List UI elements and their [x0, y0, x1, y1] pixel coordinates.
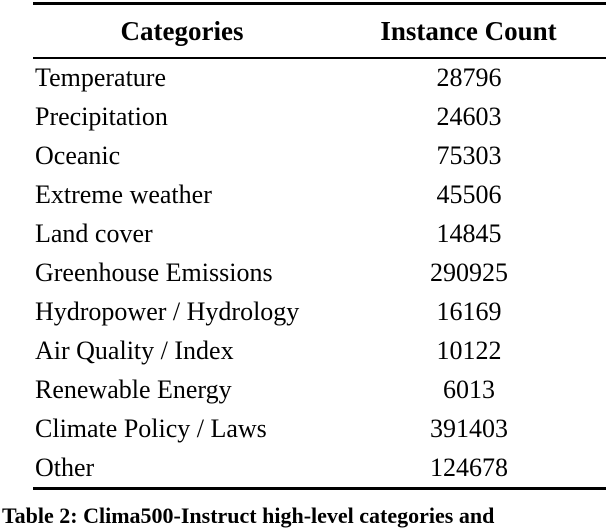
table-row: Oceanic 75303: [33, 137, 606, 176]
count-cell: 6013: [442, 374, 495, 404]
category-count-table: Categories Instance Count Temperature 287…: [33, 0, 606, 490]
category-cell: Precipitation: [35, 102, 168, 132]
category-cell: Air Quality / Index: [35, 335, 234, 365]
table-row: Land cover 14845: [33, 215, 606, 254]
category-cell: Temperature: [35, 63, 166, 93]
header-rule: [33, 57, 606, 59]
count-cell: 124678: [429, 452, 508, 482]
category-cell: Oceanic: [35, 141, 121, 171]
table-row: Extreme weather 45506: [33, 176, 606, 215]
category-cell: Land cover: [35, 219, 153, 249]
count-cell: 16169: [436, 296, 502, 326]
top-rule: [33, 2, 606, 5]
count-cell: 14845: [436, 219, 502, 249]
category-cell: Other: [35, 452, 95, 482]
count-cell: 391403: [429, 413, 508, 443]
count-cell: 75303: [436, 141, 502, 171]
column-header-categories: Categories: [120, 15, 244, 46]
category-cell: Climate Policy / Laws: [35, 413, 267, 443]
table-row: Greenhouse Emissions 290925: [33, 254, 606, 293]
caption-label: Table 2:: [2, 503, 78, 528]
caption-text: Clima500-Instruct high-level categories …: [83, 503, 495, 528]
count-cell: 10122: [436, 335, 502, 365]
category-cell: Extreme weather: [35, 180, 212, 210]
table-row: Hydropower / Hydrology 16169: [33, 292, 606, 331]
category-cell: Renewable Energy: [35, 374, 232, 404]
table-row: Temperature 28796: [33, 59, 606, 98]
table-caption: Table 2: Clima500-Instruct high-level ca…: [2, 503, 494, 529]
count-cell: 24603: [436, 102, 502, 132]
table-row: Climate Policy / Laws 391403: [33, 409, 606, 448]
table-header: Categories Instance Count: [33, 5, 606, 57]
table-row: Other 124678: [33, 448, 606, 487]
column-header-instance-count: Instance Count: [380, 15, 557, 46]
count-cell: 45506: [436, 180, 502, 210]
count-cell: 28796: [436, 63, 502, 93]
table-row: Air Quality / Index 10122: [33, 331, 606, 370]
category-cell: Hydropower / Hydrology: [35, 296, 300, 326]
bottom-rule: [33, 487, 606, 490]
table-row: Renewable Energy 6013: [33, 370, 606, 409]
count-cell: 290925: [429, 257, 508, 287]
table-row: Precipitation 24603: [33, 98, 606, 137]
table-body: Temperature 28796 Precipitation 24603 Oceani…: [33, 59, 606, 487]
category-cell: Greenhouse Emissions: [35, 257, 273, 287]
